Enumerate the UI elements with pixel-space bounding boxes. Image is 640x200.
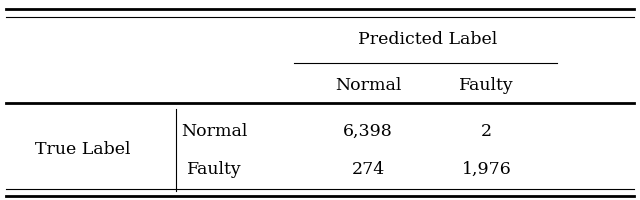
Text: Normal: Normal: [335, 77, 401, 94]
Text: Faulty: Faulty: [187, 160, 242, 178]
Text: 1,976: 1,976: [461, 160, 511, 178]
Text: True Label: True Label: [35, 142, 131, 158]
Text: 6,398: 6,398: [343, 122, 393, 140]
Text: 2: 2: [481, 122, 492, 140]
Text: Faulty: Faulty: [459, 77, 514, 94]
Text: 274: 274: [351, 160, 385, 178]
Text: Normal: Normal: [181, 122, 248, 140]
Text: Predicted Label: Predicted Label: [358, 31, 497, 48]
